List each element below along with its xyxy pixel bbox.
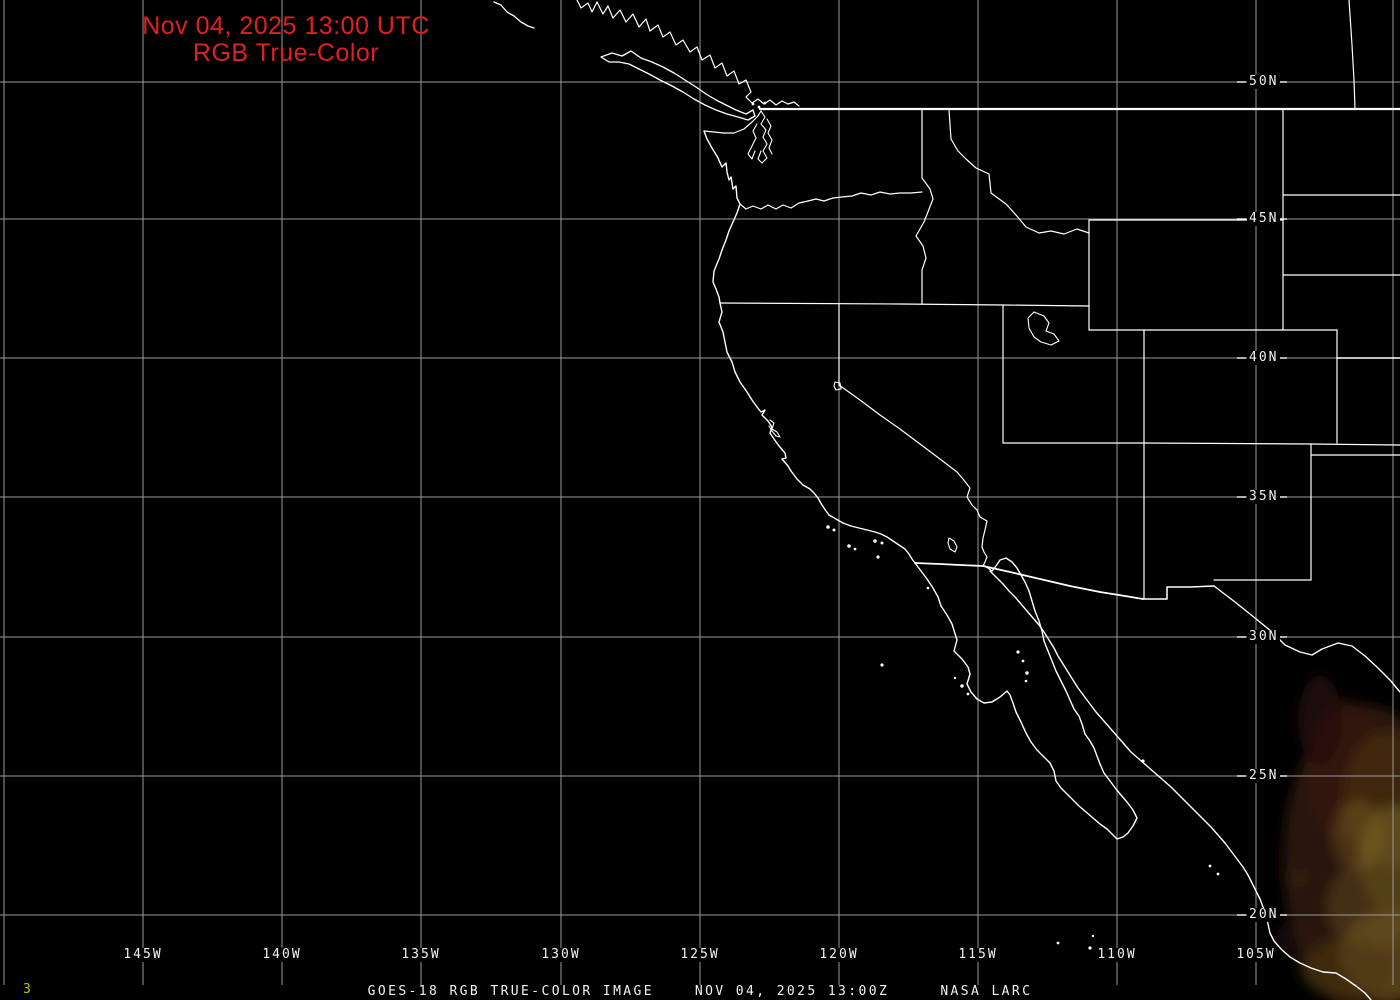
midriff-island-dot (1021, 659, 1025, 663)
cloud-blob (1333, 800, 1383, 870)
or-ca-nv-ut-42n-border (719, 302, 1090, 307)
longitude-label: 120W (817, 947, 861, 962)
columbia-river-wa-or-border (739, 191, 923, 210)
sk-mb-provincial-border (1348, 0, 1356, 110)
latitude-label: 45N (1247, 211, 1281, 226)
salton-sea (947, 537, 958, 553)
gulf-coast-island-dot (1141, 759, 1145, 763)
channel-island-dot (826, 525, 830, 529)
longitude-label: 125W (678, 947, 722, 962)
islands-layer (751, 101, 1220, 950)
latitude-label: 25N (1247, 768, 1281, 783)
socorro-island-dot (1088, 946, 1092, 950)
us-mexico-border-nm-bootheel (1142, 585, 1215, 600)
baja-west-coast (914, 562, 1129, 840)
socal-coast (828, 514, 916, 564)
channel-island-dot (832, 528, 836, 532)
product-label: RGB True-Color (192, 39, 380, 67)
latitude-label: 50N (1247, 74, 1281, 89)
cedros-island-dot (966, 692, 970, 696)
latitude-label: 40N (1247, 350, 1281, 365)
longitude-label: 105W (1234, 947, 1278, 962)
hood-canal (747, 123, 758, 160)
channel-island-dot (876, 555, 880, 559)
longitude-label: 135W (399, 947, 443, 962)
footer-caption: GOES-18 RGB TRUE-COLOR IMAGE NOV 04, 202… (367, 984, 1033, 999)
cloud-blob (1286, 868, 1310, 888)
us-mexico-border-az (982, 565, 1144, 600)
guadalupe-island-dot (880, 663, 884, 667)
gulf-island-dot (757, 105, 761, 109)
cloud-blob (1275, 920, 1325, 960)
channel-island-dot (847, 544, 851, 548)
longitude-label: 130W (539, 947, 583, 962)
great-salt-lake (1027, 311, 1060, 346)
sinaloa-island-dot (1216, 872, 1220, 876)
id-mt-border (948, 109, 1090, 235)
latitude-label: 35N (1247, 489, 1281, 504)
latitude-label: 20N (1247, 907, 1281, 922)
dawn-clouds-layer (1275, 675, 1400, 1000)
vancouver-island (600, 50, 756, 121)
sonora-sinaloa-coast (989, 570, 1372, 1000)
lake-tahoe (833, 381, 842, 391)
channel-island-dot (853, 547, 857, 551)
baja-east-coast (984, 557, 1138, 834)
channel-island-dot (880, 541, 884, 545)
longitude-label: 140W (260, 947, 304, 962)
tiburon-island-dot (1025, 671, 1029, 675)
sinaloa-island-dot (1208, 864, 1212, 868)
gulf-island-dot (763, 101, 767, 105)
haida-gwaii-islands (493, 1, 535, 29)
37n-state-border (1002, 442, 1400, 446)
us-mexico-border-ca (914, 562, 984, 567)
san-francisco-bay (768, 419, 781, 438)
ca-nv-border-diagonal (838, 384, 964, 480)
timestamp-label: Nov 04, 2025 13:00 UTC (142, 12, 430, 40)
longitude-label: 110W (1095, 947, 1139, 962)
cloud-blob (1300, 938, 1390, 998)
rio-grande-border (1213, 585, 1400, 693)
midriff-island-dot (1016, 650, 1020, 654)
washington-coast (703, 130, 741, 205)
coronado-island-dot (926, 586, 930, 590)
california-coast (718, 302, 830, 516)
socorro-island-dot (1091, 934, 1095, 938)
juan-de-fuca-south-shore (703, 110, 762, 134)
gulf-island-dot (751, 102, 755, 106)
image-annotation: Nov 04, 2025 13:00 UTC RGB True-Color (138, 13, 434, 67)
bc-mainland-coast (576, 0, 800, 107)
socorro-island-dot (1056, 941, 1060, 945)
san-benito-island-dot (953, 676, 957, 680)
longitude-label: 115W (956, 947, 1000, 962)
puget-sound-main (757, 110, 768, 164)
latitude-label: 30N (1247, 629, 1281, 644)
puget-sound-east-channel (766, 118, 773, 155)
tiburon-island-dot (1024, 679, 1028, 683)
longitude-label: 145W (121, 947, 165, 962)
colorado-river-ca-az-border (962, 478, 988, 567)
cedros-island-dot (960, 684, 964, 688)
cloud-blob (1298, 675, 1342, 765)
coastline-border-layer (493, 0, 1400, 1000)
frame-number-label: 3 (23, 982, 31, 997)
wa-id-or-snake-border (915, 109, 934, 305)
channel-island-dot (873, 539, 877, 543)
oregon-coast (712, 203, 741, 304)
